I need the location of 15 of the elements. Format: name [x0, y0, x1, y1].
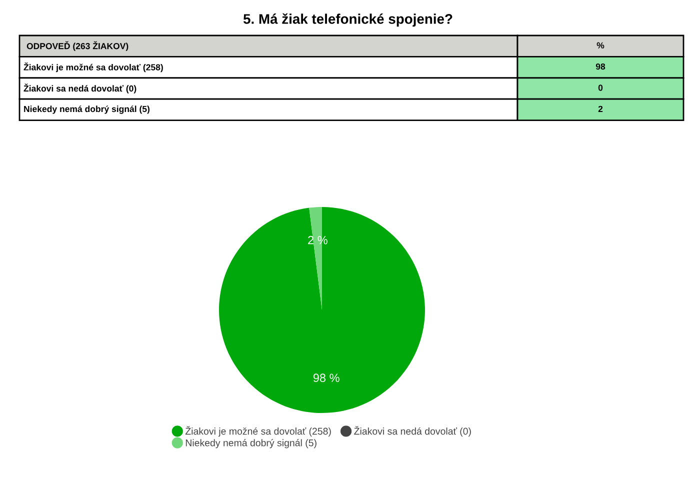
category-label: Žiakovi sa nedá dovolať (0) — [24, 84, 136, 94]
legend-label: Niekedy nemá dobrý signál (5) — [186, 439, 316, 448]
data-label: 98 — [596, 63, 606, 70]
legend-label: Žiakovi sa nedá dovolať (0) — [354, 426, 471, 437]
text: ODPOVEĎ (263 ŽIAKOV) — [26, 41, 128, 51]
legend-label: Žiakovi je možné sa dovolať (258) — [185, 426, 331, 437]
category-label: Žiakovi je možné sa dovolať (258) — [24, 62, 163, 72]
data-label: 98 % — [313, 374, 340, 382]
data-label: 2 — [598, 106, 603, 112]
data-label: 0 — [598, 84, 603, 91]
text: % — [596, 42, 604, 48]
text: 5. Má žiak telefonické spojenie? — [243, 13, 452, 27]
category-label: Niekedy nemá dobrý signál (5) — [24, 106, 150, 114]
data-label: 2 % — [308, 236, 328, 244]
pie-slice — [219, 207, 425, 413]
